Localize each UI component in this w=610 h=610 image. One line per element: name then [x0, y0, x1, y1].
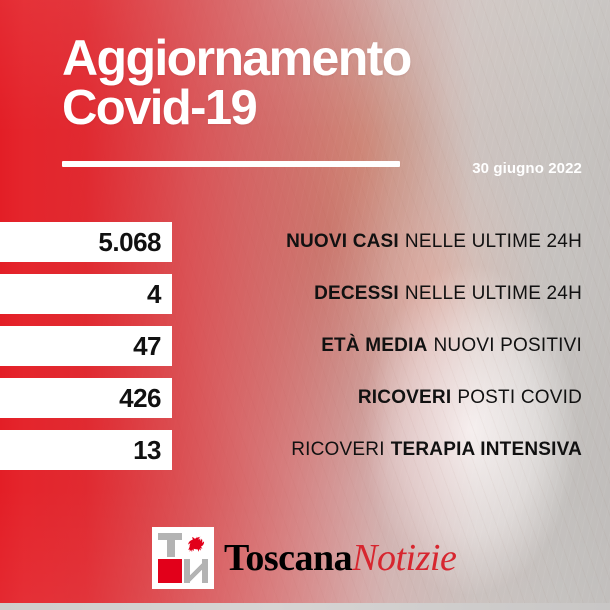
logo-word-notizie: Notizie: [352, 537, 457, 579]
stat-row: 13 RICOVERI TERAPIA INTENSIVA: [0, 430, 610, 470]
logo-word-toscana: Toscana: [224, 537, 353, 579]
pegasus-icon: [188, 536, 205, 553]
stat-label-detail: NELLE ULTIME 24H: [404, 231, 582, 252]
stat-value-bar: 5.068: [0, 222, 172, 262]
stat-row: 5.068 NUOVI CASI NELLE ULTIME 24H: [0, 222, 610, 262]
logo-wordmark: ToscanaNotizie: [224, 537, 457, 579]
stat-label-detail: RICOVERI: [291, 439, 385, 460]
page-title-line-2: Covid-19: [62, 80, 258, 135]
stat-label-detail: NUOVI POSITIVI: [433, 335, 582, 356]
stat-row: 4 DECESSI NELLE ULTIME 24H: [0, 274, 610, 314]
publication-date: 30 giugno 2022: [472, 160, 582, 177]
stat-value-bar: 426: [0, 378, 172, 418]
emblem-quadrant-red-block: [158, 559, 182, 583]
emblem-quadrant-letter-t: [158, 533, 182, 557]
title-divider-rule: [62, 161, 400, 167]
stat-label-emphasis: ETÀ MEDIA: [321, 335, 428, 356]
stat-value: 426: [119, 383, 161, 413]
stat-value: 47: [133, 331, 161, 361]
stat-label: RICOVERI POSTI COVID: [358, 378, 582, 418]
page-title-line-1: Aggiornamento: [62, 30, 412, 86]
stat-label-detail: POSTI COVID: [457, 387, 582, 408]
poster-header: Aggiornamento Covid-19: [62, 30, 532, 135]
stat-row: 47 ETÀ MEDIA NUOVI POSITIVI: [0, 326, 610, 366]
stat-value-bar: 13: [0, 430, 172, 470]
stat-label: DECESSI NELLE ULTIME 24H: [314, 274, 582, 314]
stat-label: NUOVI CASI NELLE ULTIME 24H: [286, 222, 582, 262]
emblem-quadrant-letter-n: [184, 559, 208, 583]
footer-strip: [0, 603, 610, 610]
toscana-pegasus-emblem-icon: [152, 527, 214, 589]
stat-label-detail: NELLE ULTIME 24H: [404, 283, 582, 304]
stat-value: 4: [147, 279, 161, 309]
stat-row: 426 RICOVERI POSTI COVID: [0, 378, 610, 418]
stat-label-emphasis: DECESSI: [314, 283, 399, 304]
stat-value: 5.068: [98, 227, 161, 257]
stat-label: RICOVERI TERAPIA INTENSIVA: [291, 430, 582, 470]
stat-label-emphasis: NUOVI CASI: [286, 231, 399, 252]
statistics-list: 5.068 NUOVI CASI NELLE ULTIME 24H 4 DECES…: [0, 222, 610, 482]
stat-label-emphasis: RICOVERI: [357, 387, 452, 408]
stat-value-bar: 47: [0, 326, 172, 366]
stat-label-emphasis: TERAPIA INTENSIVA: [390, 439, 582, 460]
stat-value-bar: 4: [0, 274, 172, 314]
stat-value: 13: [133, 435, 161, 465]
emblem-quadrant-pegasus: [184, 533, 208, 557]
stat-label: ETÀ MEDIA NUOVI POSITIVI: [321, 326, 582, 366]
toscana-notizie-logo: ToscanaNotizie: [152, 527, 457, 589]
